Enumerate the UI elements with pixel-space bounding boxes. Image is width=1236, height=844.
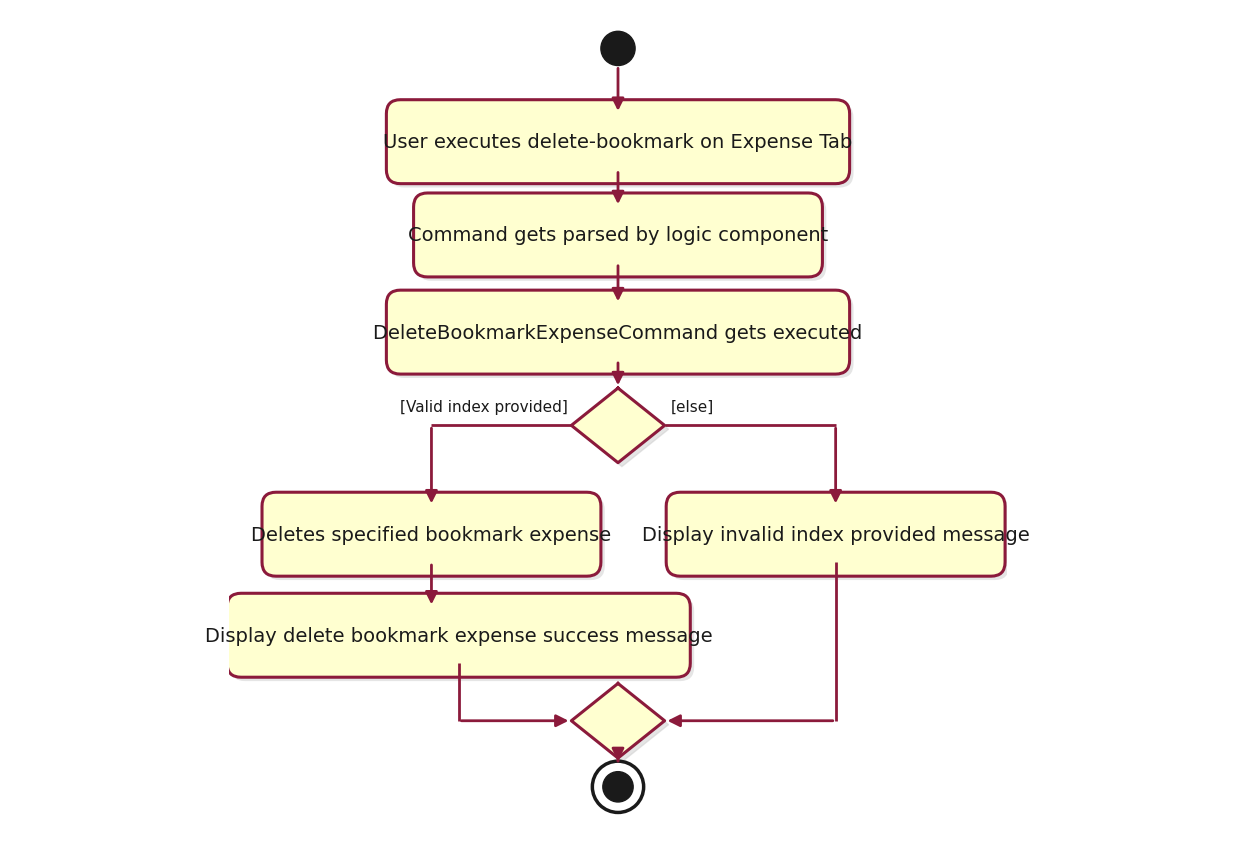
Circle shape xyxy=(603,771,633,802)
Text: Command gets parsed by logic component: Command gets parsed by logic component xyxy=(408,226,828,245)
FancyBboxPatch shape xyxy=(231,598,695,681)
FancyBboxPatch shape xyxy=(387,100,849,185)
FancyBboxPatch shape xyxy=(391,295,854,378)
Polygon shape xyxy=(571,388,665,463)
FancyBboxPatch shape xyxy=(391,105,854,188)
Polygon shape xyxy=(575,392,669,467)
FancyBboxPatch shape xyxy=(670,496,1009,581)
FancyBboxPatch shape xyxy=(666,493,1005,576)
Text: Deletes specified bookmark expense: Deletes specified bookmark expense xyxy=(251,525,612,544)
Text: DeleteBookmarkExpenseCommand gets executed: DeleteBookmarkExpenseCommand gets execut… xyxy=(373,323,863,342)
FancyBboxPatch shape xyxy=(414,194,822,278)
Circle shape xyxy=(592,761,644,813)
Text: [else]: [else] xyxy=(671,399,714,414)
Text: [Valid index provided]: [Valid index provided] xyxy=(399,399,567,414)
Polygon shape xyxy=(571,684,665,758)
FancyBboxPatch shape xyxy=(418,197,827,282)
Text: User executes delete-bookmark on Expense Tab: User executes delete-bookmark on Expense… xyxy=(383,133,853,152)
FancyBboxPatch shape xyxy=(266,496,604,581)
Text: Display delete bookmark expense success message: Display delete bookmark expense success … xyxy=(205,626,712,645)
FancyBboxPatch shape xyxy=(262,493,601,576)
Polygon shape xyxy=(575,688,669,762)
Circle shape xyxy=(601,32,635,67)
FancyBboxPatch shape xyxy=(227,593,690,678)
Text: Display invalid index provided message: Display invalid index provided message xyxy=(641,525,1030,544)
FancyBboxPatch shape xyxy=(387,291,849,375)
